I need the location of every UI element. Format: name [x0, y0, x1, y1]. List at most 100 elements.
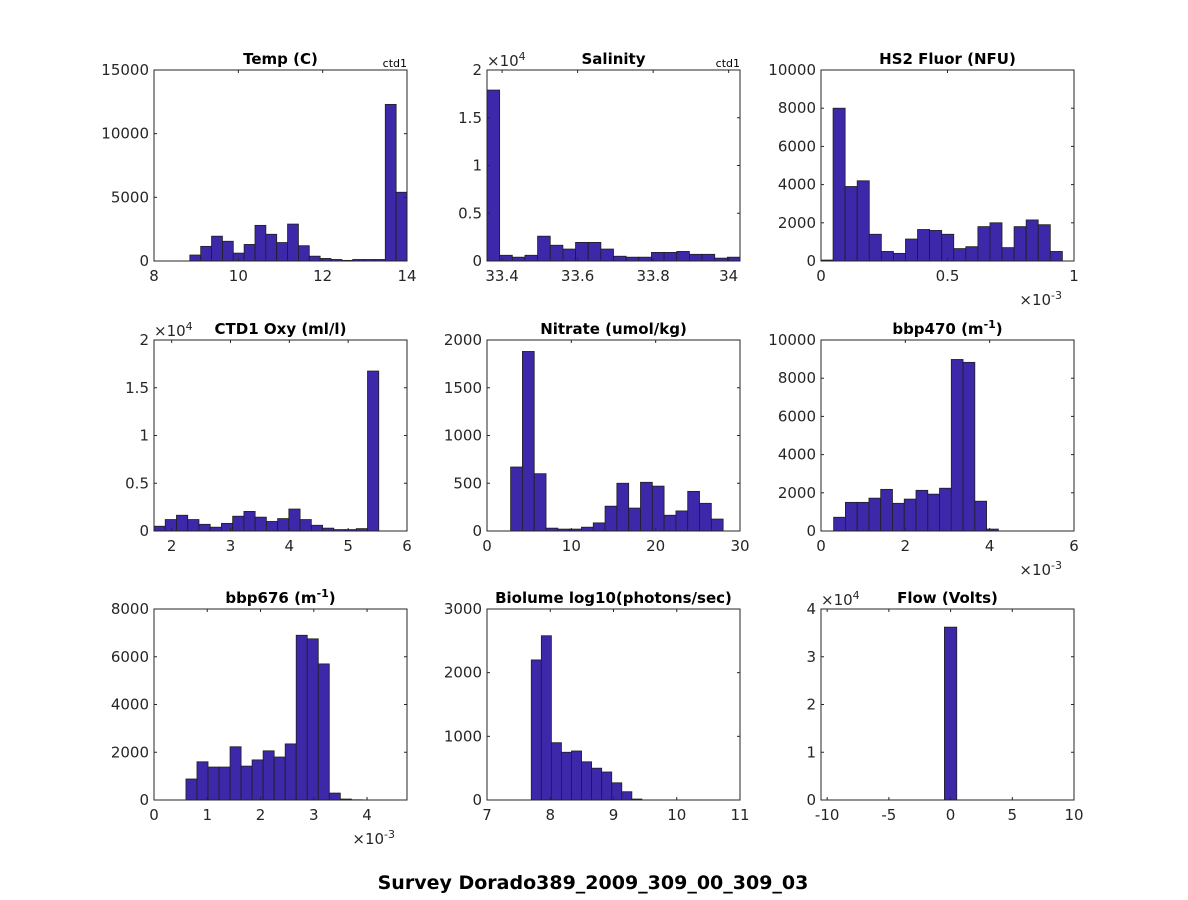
histogram-bar — [176, 514, 189, 532]
y-tick-label: 2000 — [444, 664, 482, 682]
histogram-bar — [856, 180, 870, 262]
histogram-bar — [929, 230, 943, 262]
histogram-bar — [989, 222, 1003, 262]
y-tick-label: 2000 — [444, 331, 482, 349]
axes-background — [154, 70, 407, 261]
histogram-bar — [628, 507, 641, 532]
y-tick-label: 3 — [806, 648, 816, 666]
histogram-bar — [308, 255, 321, 262]
subplot-nitrate-umol-kg: 0 10 20 30 0 500 1000 1500 2000 Nitrate (umol/kg) — [444, 320, 750, 555]
corner-label: ctd1 — [383, 57, 407, 70]
histogram-bar — [185, 778, 198, 801]
histogram-bar — [944, 626, 958, 801]
x-tick-label: 0 — [946, 806, 956, 824]
y-tick-label: 4000 — [778, 176, 816, 194]
x-tick-label: 33.6 — [561, 267, 594, 285]
histogram-bar — [640, 481, 653, 532]
subplot-bbp676-m: 0 1 2 3 4 0 2000 4000 6000 8000 bbp676 (m-1) ×10-3 — [111, 587, 408, 848]
histogram-bar — [581, 761, 593, 801]
histogram-bar — [651, 485, 665, 532]
histogram-bar — [880, 488, 893, 532]
histogram-bar — [251, 759, 264, 801]
histogram-bar — [591, 767, 603, 801]
histogram-bar — [600, 248, 614, 262]
y-tick-label: 0 — [806, 252, 816, 270]
x-tick-label: 0 — [482, 537, 492, 555]
axes-background — [487, 70, 740, 261]
histogram-bar — [276, 242, 288, 262]
x-tick-label: 7 — [482, 806, 492, 824]
y-tick-label: 4000 — [111, 696, 149, 714]
x-tick-label: 6 — [402, 537, 412, 555]
histogram-bar — [530, 659, 542, 801]
x-tick-label: 0 — [816, 537, 826, 555]
x-tick-label: 8 — [545, 806, 555, 824]
x-tick-label: 3 — [226, 537, 236, 555]
x-tick-label: 1 — [1069, 267, 1079, 285]
histogram-bar — [689, 253, 703, 262]
y-tick-label: 8000 — [778, 369, 816, 387]
subplot-title: Biolume log10(photons/sec) — [495, 589, 732, 607]
x-tick-label: 2 — [901, 537, 911, 555]
histogram-bar — [533, 473, 547, 532]
y-tick-label: 1.5 — [458, 109, 482, 127]
histogram-bar — [903, 498, 917, 532]
histogram-bar — [198, 523, 211, 532]
y-tick-label: 0.5 — [125, 474, 149, 492]
histogram-bar — [710, 518, 724, 532]
histogram-bar — [856, 501, 870, 532]
histogram-bar — [254, 516, 267, 532]
histogram-bar — [284, 743, 297, 801]
histogram-bar — [384, 103, 397, 262]
x-tick-label: 9 — [609, 806, 619, 824]
y-tick-label: 1500 — [444, 379, 482, 397]
histogram-bar — [977, 226, 991, 262]
histogram-bar — [550, 742, 562, 801]
histogram-bar — [395, 191, 408, 262]
subplot-hs2-fluor-nfu: 0 0.5 1 0 2000 4000 6000 8000 10000 HS2 Fluor (NF… — [768, 50, 1078, 309]
subplot-title: bbp676 (m-1) — [225, 587, 335, 607]
histogram-bar — [200, 245, 212, 262]
y-tick-label: 1.5 — [125, 379, 149, 397]
histogram-bar — [310, 524, 323, 532]
y-tick-label: 2 — [806, 696, 816, 714]
histogram-bar — [540, 635, 552, 801]
x-tick-label: 5 — [343, 537, 353, 555]
x-tick-label: 30 — [730, 537, 749, 555]
y-tick-label: 2 — [139, 331, 149, 349]
x-tick-label: 0 — [149, 806, 159, 824]
y-tick-label: 4000 — [778, 446, 816, 464]
histogram-bar — [592, 522, 606, 532]
x-tick-label: 33.8 — [636, 267, 669, 285]
histogram-bar — [522, 351, 535, 532]
y-tick-label: 0 — [472, 791, 482, 809]
histogram-bar — [207, 766, 220, 801]
y-tick-label: 0 — [806, 791, 816, 809]
histogram-bar — [950, 359, 964, 532]
histogram-bar — [187, 519, 200, 532]
histogram-bar — [317, 663, 330, 801]
x-exponent-label: ×10-3 — [1019, 289, 1062, 309]
histogram-bar — [262, 750, 275, 801]
histogram-bar — [1037, 224, 1051, 262]
x-tick-label: 33.4 — [485, 267, 518, 285]
y-tick-label: 0.5 — [458, 204, 482, 222]
y-tick-label: 1 — [472, 157, 482, 175]
histogram-bar — [687, 490, 700, 532]
y-exponent-label: ×104 — [154, 320, 193, 340]
y-tick-label: 1000 — [444, 727, 482, 745]
subplot-title: CTD1 Oxy (ml/l) — [215, 320, 347, 338]
histogram-bar — [699, 502, 712, 532]
y-tick-label: 8000 — [111, 600, 149, 618]
histogram-bar — [510, 466, 523, 532]
histogram-bar — [868, 497, 882, 532]
histogram-bar — [254, 224, 267, 262]
y-tick-label: 10000 — [101, 125, 149, 143]
y-tick-label: 0 — [139, 791, 149, 809]
x-tick-label: 1 — [202, 806, 212, 824]
histogram-bar — [164, 519, 177, 532]
histogram-bar — [917, 229, 931, 262]
x-tick-label: -5 — [881, 806, 896, 824]
x-tick-label: 3 — [309, 806, 319, 824]
histogram-bar — [486, 89, 501, 262]
